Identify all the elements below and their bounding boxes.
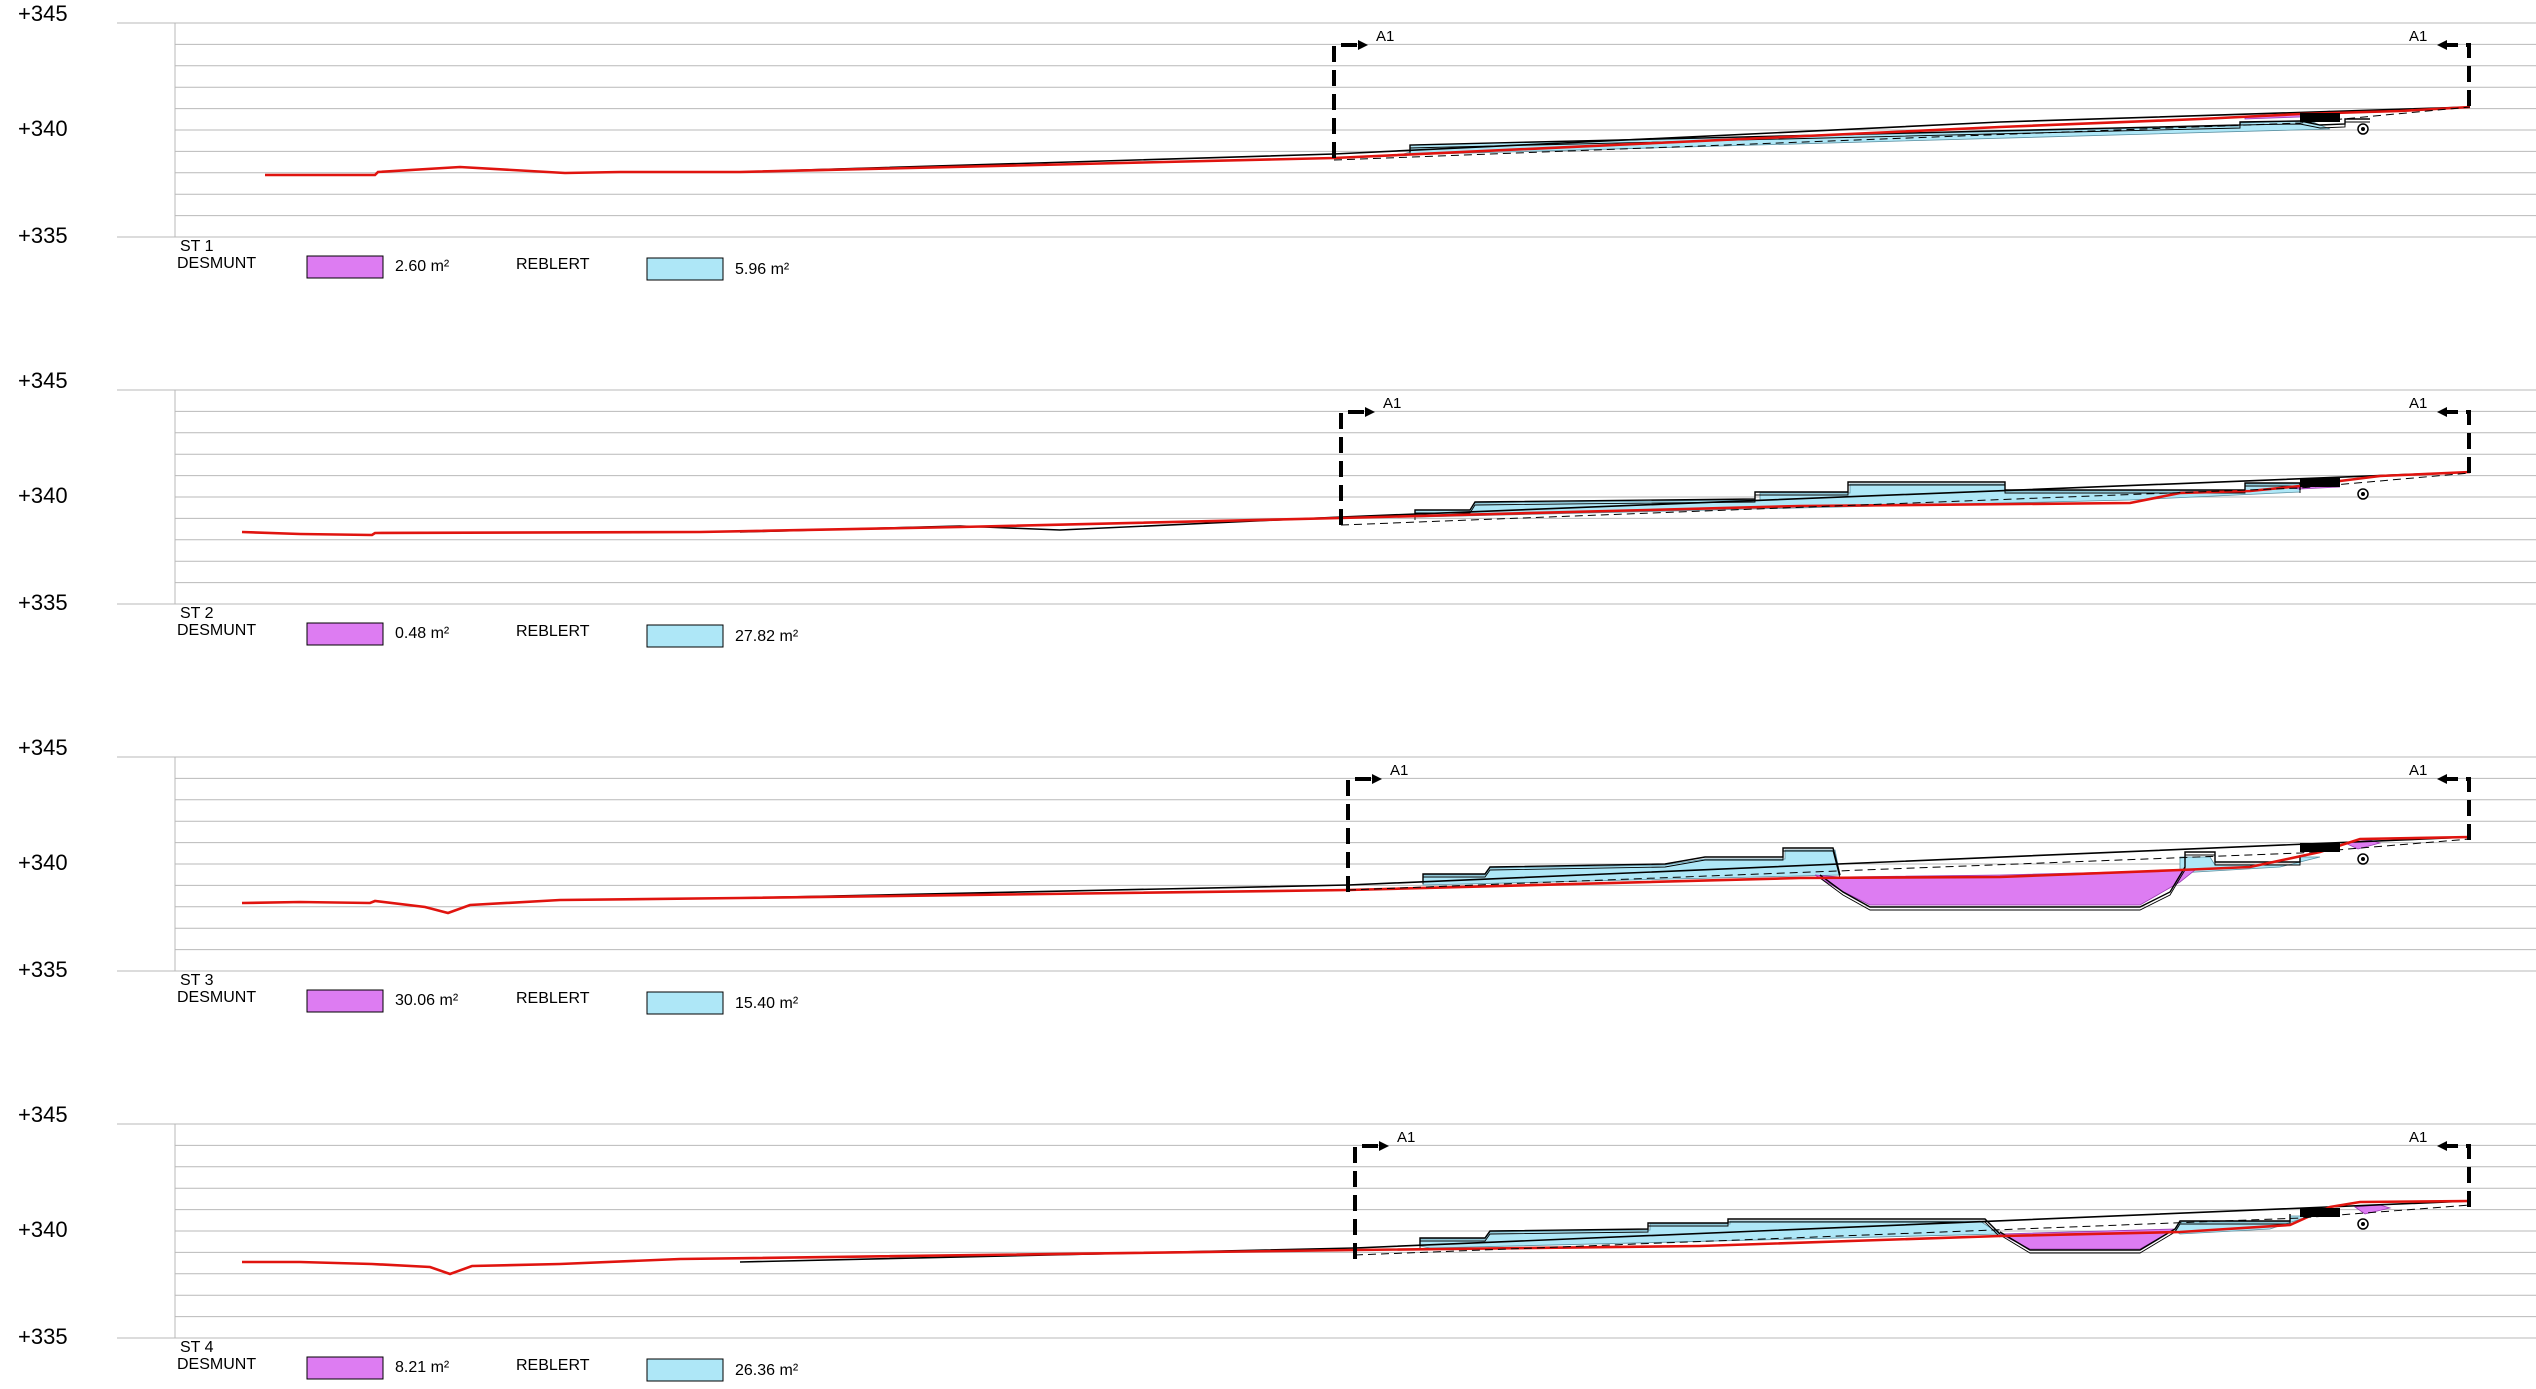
section-name: ST 1: [180, 238, 214, 255]
grid: [117, 1123, 2536, 1339]
marker-label-right: A1: [2409, 28, 2427, 45]
marker-label-right: A1: [2409, 762, 2427, 779]
kerb-block: [2300, 843, 2340, 852]
arrow-icon: [2437, 1141, 2447, 1151]
section-name: ST 3: [180, 972, 214, 989]
reblert-swatch: [646, 991, 724, 1015]
reblert-label: REBLERT: [516, 256, 590, 273]
arrow-icon: [2437, 407, 2447, 417]
elevation-label-340: +340: [18, 1217, 68, 1242]
desmunt-swatch: [306, 255, 384, 279]
reblert-label: REBLERT: [516, 990, 590, 1007]
elevation-label-345: +345: [18, 368, 68, 393]
elevation-label-335: +335: [18, 223, 68, 248]
section-marker-left: [1346, 777, 1376, 892]
arrow-icon: [1379, 1141, 1389, 1151]
desmunt-swatch: [306, 622, 384, 646]
section-name: ST 4: [180, 1339, 214, 1356]
section-marker-right: [2443, 1144, 2471, 1207]
reblert-value: 26.36 m²: [735, 1362, 799, 1379]
desmunt-label: DESMUNT: [177, 255, 256, 272]
desmunt-area: [1814, 869, 2197, 906]
desmunt-swatch: [306, 1356, 384, 1380]
section-marker-right: [2443, 43, 2471, 106]
arrow-icon: [1365, 407, 1375, 417]
kerb-block: [2300, 478, 2340, 487]
section-marker-right: [2443, 410, 2471, 473]
marker-label-right: A1: [2409, 395, 2427, 412]
section-marker-right: [2443, 777, 2471, 840]
desmunt-value: 0.48 m²: [395, 625, 450, 642]
elevation-label-345: +345: [18, 735, 68, 760]
arrow-icon: [2437, 40, 2447, 50]
elevation-label-335: +335: [18, 957, 68, 982]
drain-pipe-core: [2361, 857, 2365, 861]
grid: [117, 22, 2536, 238]
desmunt-value: 2.60 m²: [395, 258, 450, 275]
arrow-icon: [1372, 774, 1382, 784]
elevation-label-340: +340: [18, 850, 68, 875]
elevation-label-345: +345: [18, 1, 68, 26]
marker-label-right: A1: [2409, 1129, 2427, 1146]
elevation-label-340: +340: [18, 116, 68, 141]
section-marker-left: [1353, 1144, 1383, 1259]
section-marker-left: [1339, 410, 1369, 525]
terrain-profile: [241, 835, 2471, 915]
existing-ground-line: [739, 106, 2471, 173]
reblert-label: REBLERT: [516, 623, 590, 640]
desmunt-value: 30.06 m²: [395, 992, 459, 1009]
elevation-label-335: +335: [18, 1324, 68, 1349]
kerb-block: [2300, 113, 2340, 122]
desmunt-label: DESMUNT: [177, 622, 256, 639]
reblert-area: [1419, 1220, 2002, 1249]
reblert-swatch: [646, 624, 724, 648]
terrain-profile: [241, 470, 2471, 537]
marker-label-left: A1: [1383, 395, 1401, 412]
arrow-icon: [1358, 40, 1368, 50]
marker-label-left: A1: [1376, 28, 1394, 45]
elevation-label-345: +345: [18, 1102, 68, 1127]
arrow-icon: [2437, 774, 2447, 784]
reblert-value: 5.96 m²: [735, 261, 790, 278]
elevation-label-340: +340: [18, 483, 68, 508]
platform-outline-inner: [1419, 1221, 2001, 1248]
subgrade-dashed-line: [1347, 838, 2471, 891]
subgrade-dashed-line: [1340, 472, 2471, 526]
marker-label-left: A1: [1390, 762, 1408, 779]
drain-pipe-core: [2361, 127, 2365, 131]
reblert-swatch: [646, 1358, 724, 1382]
desmunt-label: DESMUNT: [177, 1356, 256, 1373]
kerb-block: [2300, 1208, 2340, 1217]
drain-pipe-core: [2361, 492, 2365, 496]
desmunt-swatch: [306, 989, 384, 1013]
section-name: ST 2: [180, 605, 214, 622]
desmunt-label: DESMUNT: [177, 989, 256, 1006]
platform-outline: [1422, 847, 1841, 881]
marker-label-left: A1: [1397, 1129, 1415, 1146]
subgrade-dashed-line: [1354, 1204, 2471, 1256]
subgrade-dashed-line: [1333, 106, 2471, 161]
section-marker-left: [1332, 43, 1362, 158]
reblert-label: REBLERT: [516, 1357, 590, 1374]
platform-outline-inner: [1422, 850, 1841, 884]
grid: [117, 756, 2536, 972]
reblert-value: 27.82 m²: [735, 628, 799, 645]
desmunt-value: 8.21 m²: [395, 1359, 450, 1376]
reblert-swatch: [646, 257, 724, 281]
elevation-label-335: +335: [18, 590, 68, 615]
drain-pipe-core: [2361, 1222, 2365, 1226]
reblert-value: 15.40 m²: [735, 995, 799, 1012]
